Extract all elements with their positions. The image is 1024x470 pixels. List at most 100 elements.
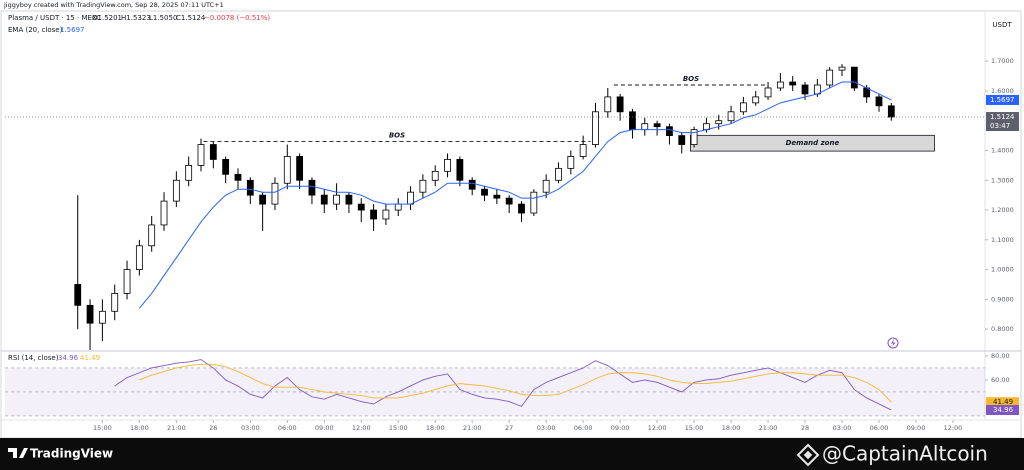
x-tick-label: 15:00 <box>685 424 704 432</box>
candle-body <box>209 144 217 160</box>
candle-body <box>641 123 649 131</box>
rsi-title: RSI (14, close) <box>8 354 59 362</box>
candle-body <box>419 179 427 193</box>
candle-body <box>542 179 550 193</box>
x-tick-label: 06:00 <box>870 424 889 432</box>
candle-body <box>394 203 402 211</box>
x-tick-label: 18:00 <box>426 424 445 432</box>
rsi-label: 34.96 <box>993 406 1014 414</box>
symbol-title: Plasma / USDT · 15 · MEXC <box>8 14 101 22</box>
candle-body <box>357 203 365 211</box>
rsi-y-tick-label: 60.00 <box>991 376 1010 384</box>
footer-bar <box>0 438 1024 470</box>
candle-body <box>468 179 476 190</box>
rsi-line <box>114 359 892 411</box>
watermark: @CaptainAltcoin <box>822 442 988 466</box>
y-tick-label: 1.2000 <box>991 206 1014 214</box>
x-tick-label: 03:00 <box>833 424 852 432</box>
candle-body <box>234 173 242 181</box>
candle-body <box>86 304 94 324</box>
candle-body <box>764 87 772 98</box>
candle-body <box>160 200 168 226</box>
x-tick-label: 18:00 <box>722 424 741 432</box>
brand-name: TradingView <box>30 447 113 461</box>
ema-line <box>138 81 892 309</box>
candle-body <box>382 209 390 220</box>
candle-body <box>666 126 673 137</box>
ema-price-box <box>986 94 1019 105</box>
candle-body <box>838 66 846 71</box>
rsi-ma-label: 41.49 <box>993 398 1013 406</box>
candle-body <box>776 81 784 89</box>
candle-body <box>308 179 316 196</box>
x-tick-label: 09:00 <box>315 424 334 432</box>
candle-body <box>555 167 562 181</box>
y-tick-label: 0.9000 <box>991 295 1014 303</box>
ohlc-high: H1.5323 <box>121 14 151 22</box>
candle-body <box>74 284 82 306</box>
candle-body <box>629 111 636 131</box>
x-tick-label: 12:00 <box>352 424 371 432</box>
candle-body <box>111 293 119 312</box>
bos-label: BOS <box>683 75 699 83</box>
ema-legend: EMA (20, close) <box>8 26 63 34</box>
x-tick-label: 06:00 <box>278 424 297 432</box>
y-tick-label: 0.8000 <box>991 325 1014 333</box>
candle-body <box>431 170 439 181</box>
candle-body <box>283 156 291 184</box>
candle-body <box>185 164 193 181</box>
candle-body <box>246 179 254 196</box>
x-tick-label: 21:00 <box>759 424 778 432</box>
rsi-box <box>986 405 1019 416</box>
candle-body <box>678 135 686 145</box>
candle-body <box>801 84 809 95</box>
x-tick-label: 15:00 <box>93 424 112 432</box>
demand-zone <box>689 134 935 152</box>
y-tick-label: 1.1000 <box>991 236 1014 244</box>
candle-body <box>320 194 328 205</box>
candle-body <box>296 156 304 181</box>
alert-bolt <box>891 339 896 347</box>
ohlc-open: O1.5201 <box>92 14 122 22</box>
bos-label: BOS <box>389 132 405 140</box>
countdown-label: 03:47 <box>990 122 1010 130</box>
candle-body <box>407 191 414 205</box>
y-tick-label: 1.4000 <box>991 147 1014 155</box>
candle-body <box>493 194 501 199</box>
candle-body <box>518 203 525 214</box>
candle-body <box>135 245 143 271</box>
rsi-legend-value: 34.96 <box>58 354 79 362</box>
x-tick-label: 26 <box>209 424 217 432</box>
y-tick-label: 1.3000 <box>991 176 1014 184</box>
candle-body <box>592 111 599 145</box>
candle-body <box>690 129 698 145</box>
candle-body <box>653 123 661 128</box>
x-tick-label: 12:00 <box>648 424 667 432</box>
x-tick-label: 21:00 <box>463 424 482 432</box>
candle-body <box>505 197 513 205</box>
candle-body <box>715 120 723 125</box>
candle-body <box>370 209 377 220</box>
candle-body <box>98 310 106 324</box>
candle-body <box>604 96 612 113</box>
y-tick-label: 1.0000 <box>991 266 1014 274</box>
x-tick-label: 12:00 <box>944 424 963 432</box>
x-tick-label: 15:00 <box>389 424 408 432</box>
brand-logo <box>8 448 28 458</box>
candle-body <box>850 66 858 89</box>
x-tick-label: 09:00 <box>611 424 630 432</box>
candle-body <box>259 194 267 205</box>
credit: jiggyboy created with TradingView.com, S… <box>3 1 224 9</box>
x-tick-label: 21:00 <box>167 424 186 432</box>
x-tick-label: 03:00 <box>537 424 556 432</box>
demand-zone-label: Demand zone <box>786 139 840 147</box>
candle-body <box>616 96 624 113</box>
candle-body <box>739 102 747 113</box>
x-tick-label: 28 <box>801 424 809 432</box>
candle-body <box>345 194 353 205</box>
rsi-ma-legend-value: 41.49 <box>80 354 100 362</box>
candle-body <box>752 96 760 104</box>
y-tick-label: 1.7000 <box>991 57 1014 65</box>
x-tick-label: 18:00 <box>130 424 149 432</box>
